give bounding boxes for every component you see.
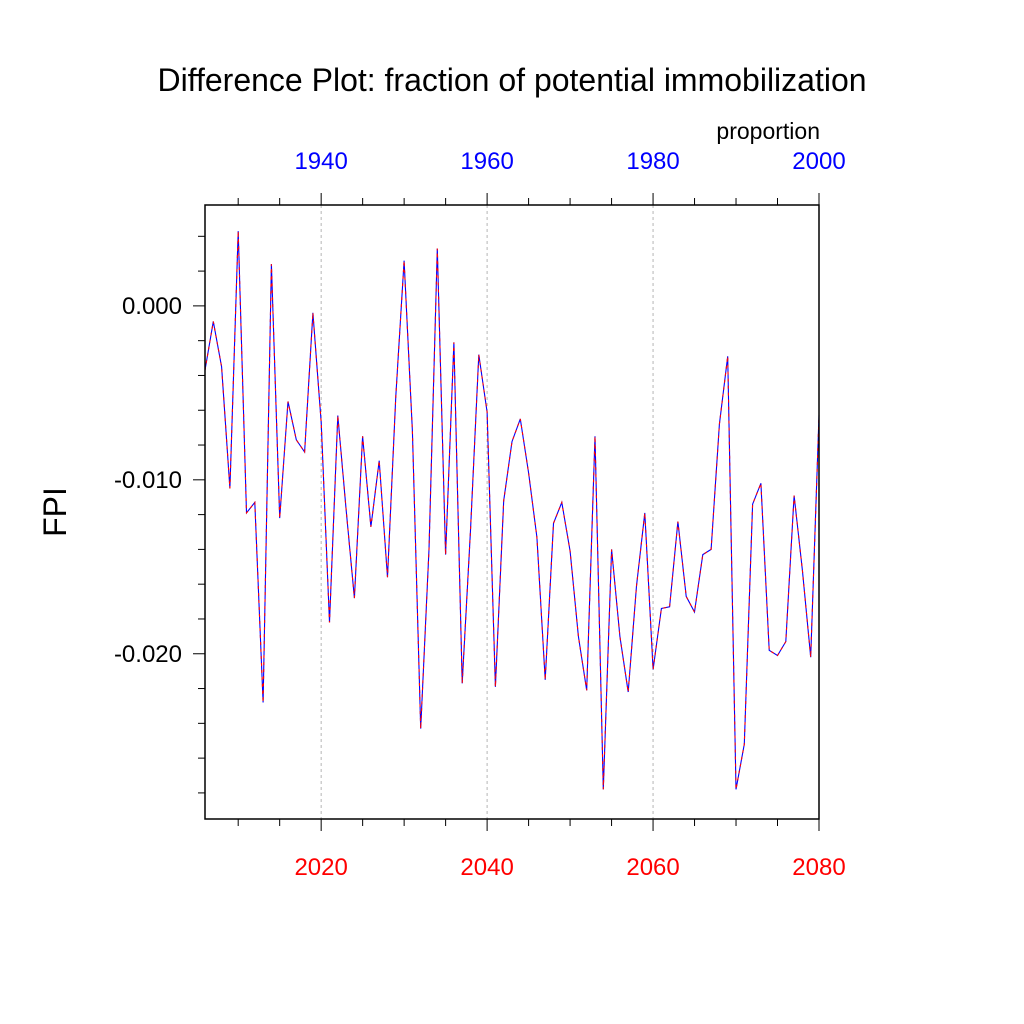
y-axis-label: FPI: [37, 487, 73, 537]
units-label: proportion: [716, 118, 820, 144]
x-top-tick-label: 2000: [792, 148, 845, 175]
plot-frame: [204, 204, 820, 820]
chart-title: Difference Plot: fraction of potential i…: [157, 62, 866, 98]
series-dashed-line: [204, 231, 820, 790]
tick-labels: 2020 2040 2060 2080 1940 1960 1980 2000 0.000 -0.…: [114, 148, 846, 881]
y-tick-label: -0.010: [114, 467, 182, 494]
series-group: [204, 231, 820, 790]
x-top-tick-label: 1960: [460, 148, 513, 175]
x-bottom-tick-label: 2020: [294, 854, 347, 881]
x-top-tick-label: 1940: [294, 148, 347, 175]
grid-lines: [320, 205, 654, 819]
y-tick-label: -0.020: [114, 641, 182, 668]
x-bottom-tick-label: 2040: [460, 854, 513, 881]
series-line: [204, 231, 820, 790]
axis-ticks: [193, 193, 820, 831]
x-top-tick-label: 1980: [626, 148, 679, 175]
x-bottom-tick-label: 2060: [626, 854, 679, 881]
x-bottom-tick-label: 2080: [792, 854, 845, 881]
y-tick-label: 0.000: [122, 293, 182, 320]
